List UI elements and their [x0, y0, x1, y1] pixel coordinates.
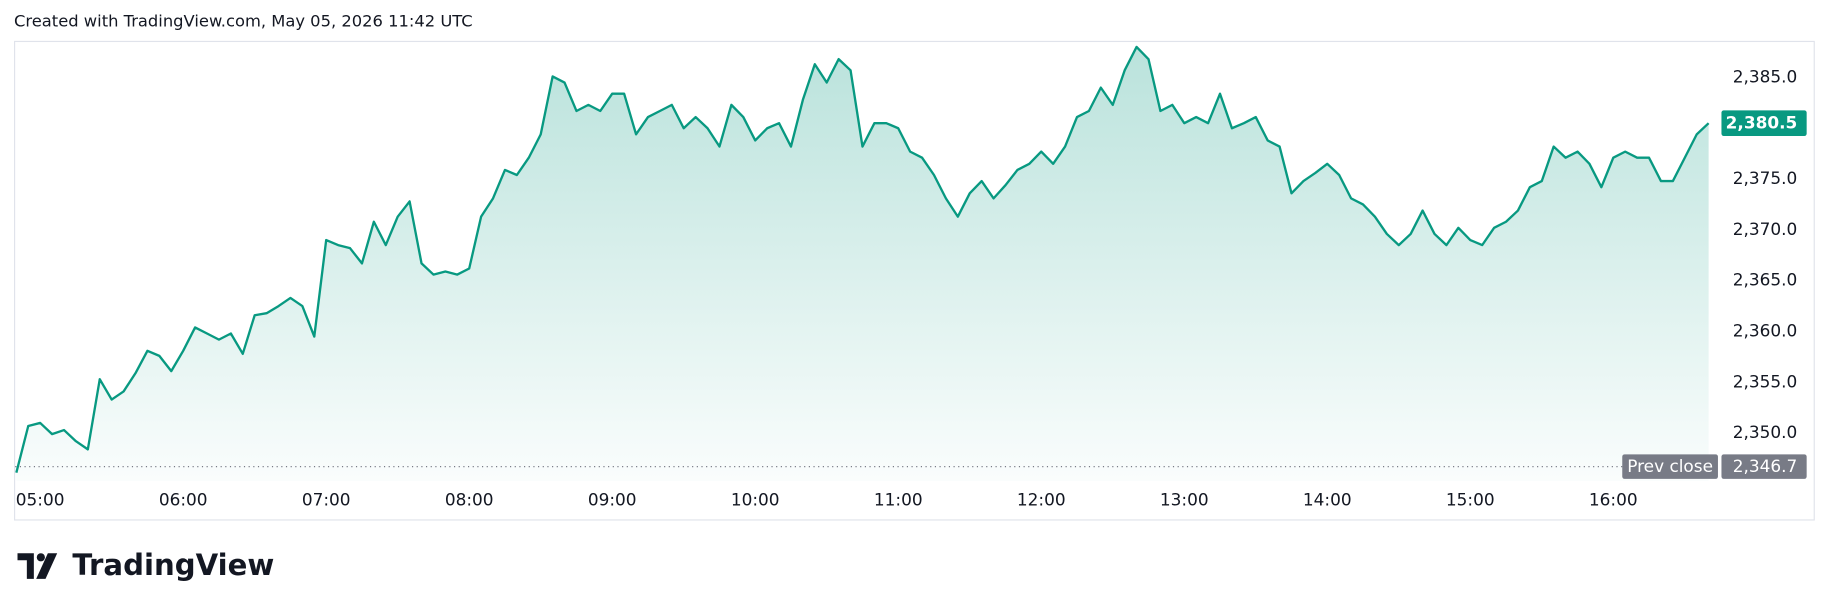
reference-value-label: 2,346.7 — [1733, 456, 1798, 476]
reference-name: Prev close — [1627, 456, 1713, 476]
price-line — [15, 45, 1710, 474]
reference-value-box — [1721, 454, 1807, 479]
last-price-box — [1721, 110, 1807, 137]
x-tick-label: 06:00 — [159, 490, 208, 510]
x-tick-label: 08:00 — [445, 490, 494, 510]
x-tick-label: 05:00 — [16, 490, 65, 510]
reference-name-box — [1622, 454, 1718, 479]
y-tick-label: 2,370.0 — [1733, 219, 1798, 239]
y-tick-label: 2,350.0 — [1733, 422, 1798, 442]
x-tick-label: 16:00 — [1589, 490, 1638, 510]
y-tick-label: 2,375.0 — [1733, 168, 1798, 188]
y-tick-label: 2,365.0 — [1733, 270, 1798, 290]
area-fill — [16, 46, 1709, 481]
y-tick-label: 2,355.0 — [1733, 371, 1798, 391]
x-tick-label: 12:00 — [1017, 490, 1066, 510]
y-tick-label: 2,385.0 — [1733, 66, 1798, 86]
x-tick-label: 07:00 — [302, 490, 351, 510]
brand-logo — [17, 553, 58, 579]
caption: Created with TradingView.com, May 05, 20… — [14, 12, 473, 31]
brand-name: TradingView — [72, 548, 274, 582]
last-price-label: 2,380.5 — [1726, 113, 1798, 133]
y-tick-label: 2,360.0 — [1733, 320, 1798, 340]
x-tick-label: 13:00 — [1160, 490, 1209, 510]
x-tick-label: 14:00 — [1303, 490, 1352, 510]
x-tick-label: 15:00 — [1446, 490, 1495, 510]
chart-frame — [14, 40, 1815, 521]
x-tick-label: 11:00 — [874, 490, 923, 510]
plot-area — [15, 45, 1710, 481]
x-tick-label: 10:00 — [731, 490, 780, 510]
x-tick-label: 09:00 — [588, 490, 637, 510]
